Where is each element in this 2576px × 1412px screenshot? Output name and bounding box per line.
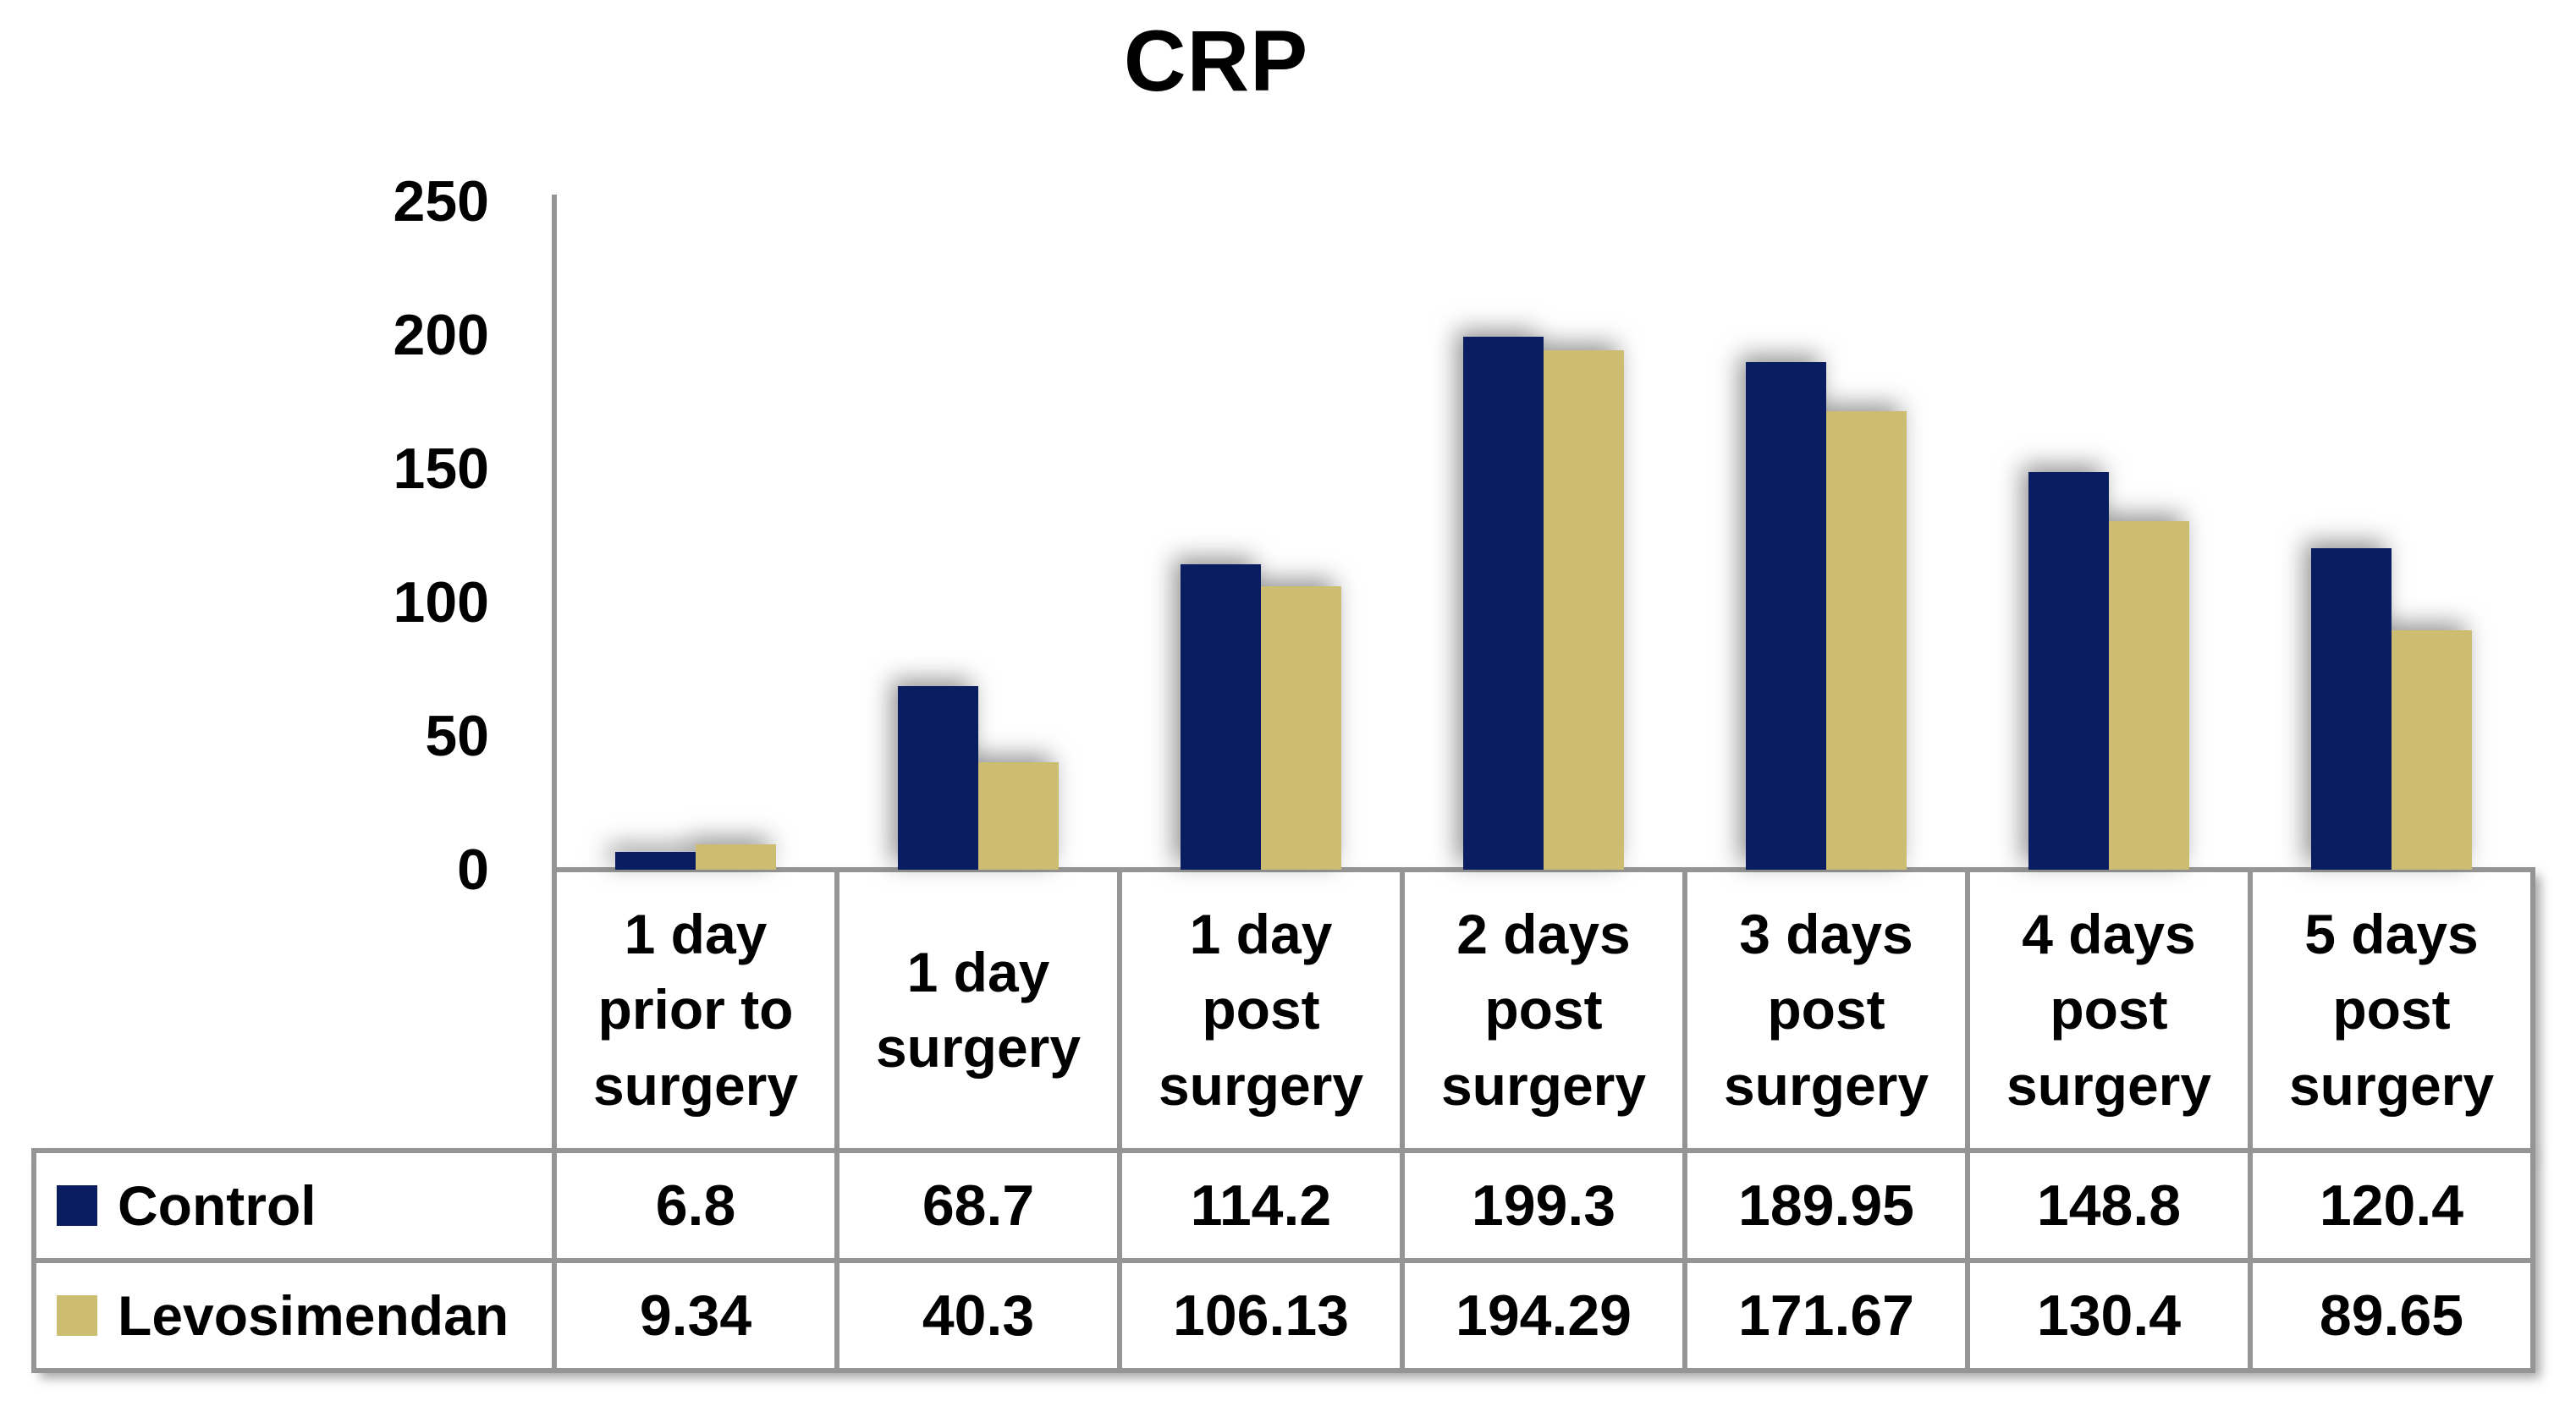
bar-pair <box>1463 0 1624 870</box>
control-bar <box>1463 337 1544 870</box>
levosimendan-bar <box>2109 521 2189 870</box>
value-cell-control-5: 148.8 <box>1968 1151 2250 1261</box>
value-cell-levosimendan-0: 9.34 <box>554 1261 837 1371</box>
data-table: Control 6.8 68.7 114.2 199.3 189.95 148.8 120.4… <box>31 1148 2535 1373</box>
y-axis-tick-label: 250 <box>393 169 489 234</box>
value-cell-levosimendan-3: 194.29 <box>1402 1261 1685 1371</box>
category-header-cell: 3 days post surgery <box>1685 870 1968 1151</box>
category-header-cell: 1 day post surgery <box>1120 870 1402 1151</box>
category-header-cell: 1 day surgery <box>837 870 1120 1151</box>
y-axis-tick-label: 100 <box>393 570 489 635</box>
levosimendan-bar <box>978 762 1059 870</box>
legend-label-control: Control <box>118 1174 316 1237</box>
value-cell-levosimendan-5: 130.4 <box>1968 1261 2250 1371</box>
value-cell-levosimendan-1: 40.3 <box>837 1261 1120 1371</box>
category-header-cell: 5 days post surgery <box>2250 870 2533 1151</box>
y-axis-tick-label: 0 <box>457 838 489 902</box>
control-bar <box>1181 564 1261 870</box>
control-bar <box>2028 472 2109 870</box>
control-legend-swatch-icon <box>57 1185 97 1226</box>
bar-pair <box>1181 0 1341 870</box>
bar-pair <box>2311 0 2472 870</box>
value-cell-control-0: 6.8 <box>554 1151 837 1261</box>
category-header-cell: 1 day prior to surgery <box>554 870 837 1151</box>
value-cell-levosimendan-4: 171.67 <box>1685 1261 1968 1371</box>
levosimendan-bar <box>696 844 776 870</box>
value-cell-control-2: 114.2 <box>1120 1151 1402 1261</box>
levosimendan-bar <box>2392 630 2472 870</box>
value-cell-control-6: 120.4 <box>2250 1151 2533 1261</box>
control-bar <box>2311 548 2392 870</box>
y-axis-tick-label: 50 <box>425 704 489 768</box>
bar-pair <box>615 0 776 870</box>
category-header-cell: 2 days post surgery <box>1402 870 1685 1151</box>
legend-item-control: Control <box>34 1151 554 1261</box>
control-bar <box>898 686 978 870</box>
levosimendan-bar <box>1261 586 1341 870</box>
levosimendan-legend-swatch-icon <box>57 1295 97 1336</box>
legend-label-levosimendan: Levosimendan <box>118 1284 509 1347</box>
levosimendan-bar <box>1544 350 1624 870</box>
value-cell-control-4: 189.95 <box>1685 1151 1968 1261</box>
value-cell-control-3: 199.3 <box>1402 1151 1685 1261</box>
y-axis-line <box>552 195 557 870</box>
y-axis-tick-label: 200 <box>393 303 489 367</box>
value-cell-control-1: 68.7 <box>837 1151 1120 1261</box>
x-axis-category-row: 1 day prior to surgery 1 day surgery 1 day… <box>552 867 2535 1153</box>
bar-pair <box>1746 0 1907 870</box>
category-header-cell: 4 days post surgery <box>1968 870 2250 1151</box>
bar-pair <box>2028 0 2189 870</box>
y-axis-tick-label: 150 <box>393 437 489 501</box>
value-cell-levosimendan-2: 106.13 <box>1120 1261 1402 1371</box>
chart-title: CRP <box>1123 13 1309 109</box>
bar-pair <box>898 0 1059 870</box>
legend-item-levosimendan: Levosimendan <box>34 1261 554 1371</box>
control-bar <box>1746 362 1826 870</box>
levosimendan-bar <box>1826 411 1907 870</box>
value-cell-levosimendan-6: 89.65 <box>2250 1261 2533 1371</box>
